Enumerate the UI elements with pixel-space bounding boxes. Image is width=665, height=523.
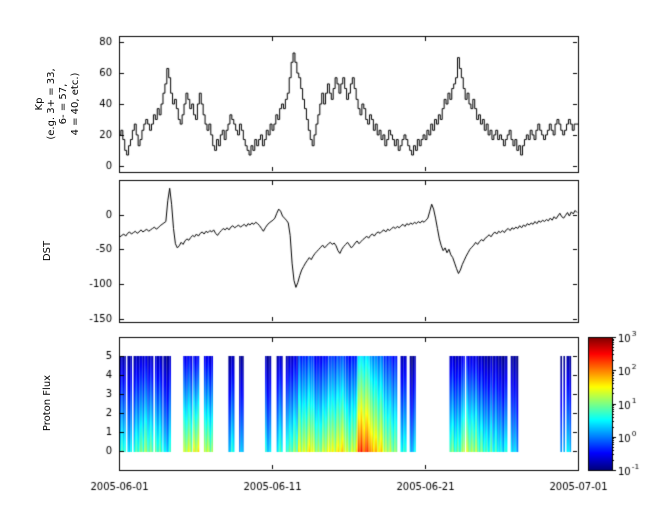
kp-axis-label-line: 4 = 40, etc.)	[70, 72, 81, 136]
dst-axis-label: DST	[42, 240, 53, 262]
kp-axis-label: Kp (e.g. 3+ = 33, 6- = 57, 4 = 40, etc.)	[34, 68, 82, 139]
proton-flux-axis-label: Proton Flux	[42, 374, 53, 432]
kp-axis-label-line: Kp	[34, 97, 45, 111]
kp-axis-label-line: 6- = 57,	[58, 83, 69, 125]
kp-axis-label-line: (e.g. 3+ = 33,	[46, 68, 57, 140]
